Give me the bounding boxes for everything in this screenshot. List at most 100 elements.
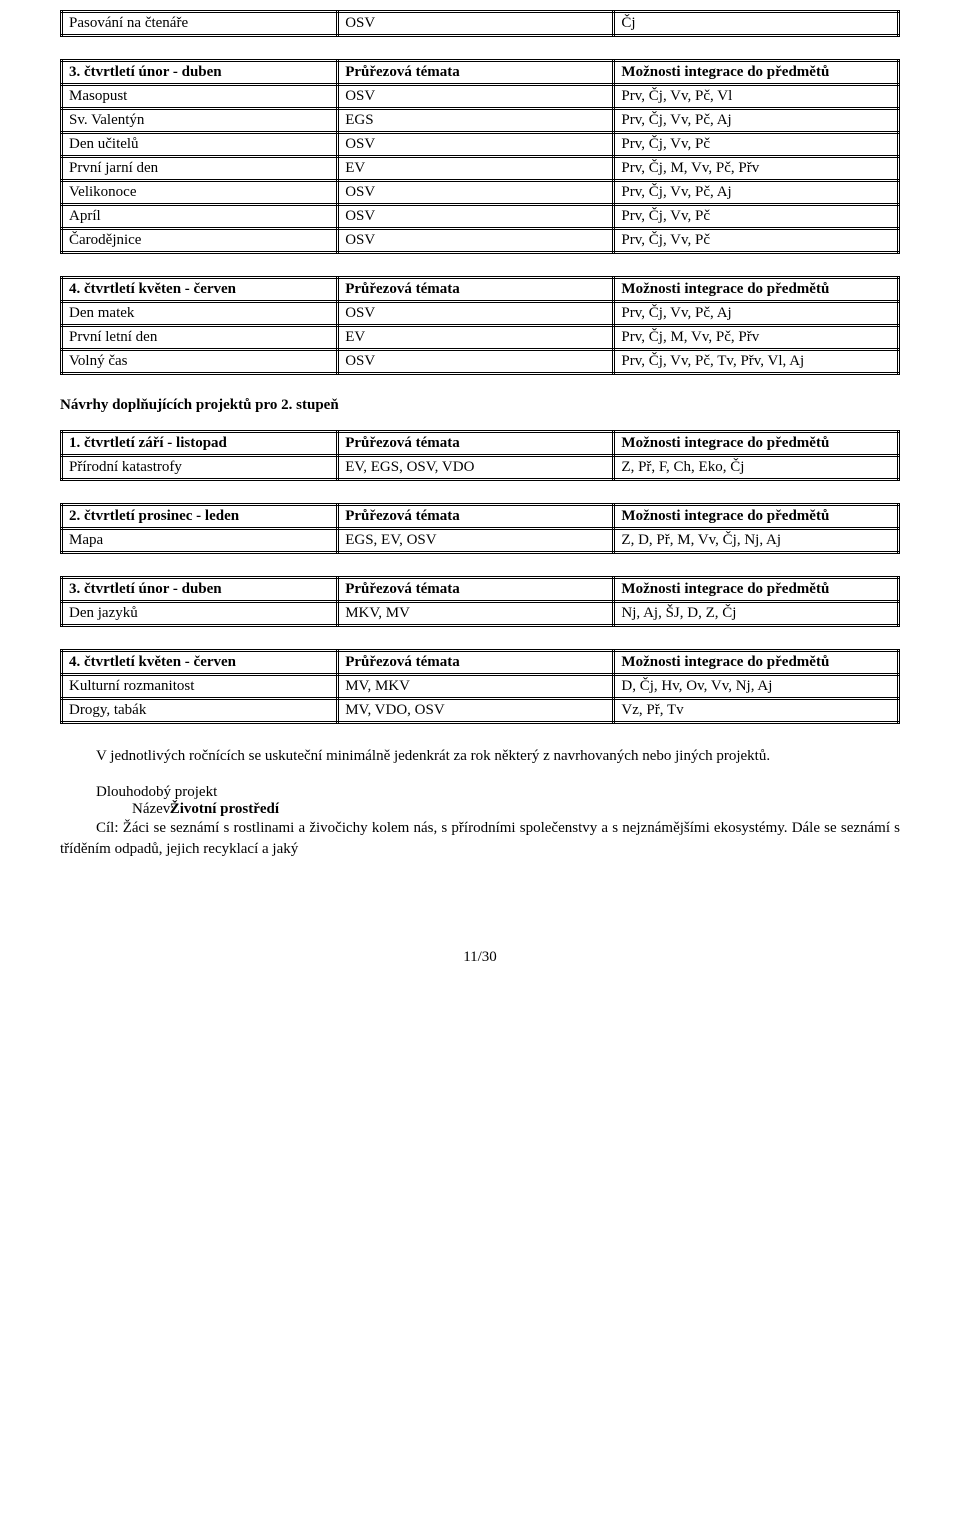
cell: Pasování na čtenáře: [62, 12, 338, 36]
project-line-name: Název: Životní prostředí: [60, 801, 900, 818]
cell: OSV: [338, 229, 614, 253]
cell: MV, VDO, OSV: [338, 699, 614, 723]
cell: Sv. Valentýn: [62, 109, 338, 133]
cell: MV, MKV: [338, 675, 614, 699]
cell: Den matek: [62, 302, 338, 326]
cell: Vz, Př, Tv: [614, 699, 899, 723]
paragraph-note: V jednotlivých ročnících se uskuteční mi…: [60, 746, 900, 766]
cell: Z, D, Př, M, Vv, Čj, Nj, Aj: [614, 529, 899, 553]
table-row: AprílOSVPrv, Čj, Vv, Pč: [62, 205, 899, 229]
cell: OSV: [338, 350, 614, 374]
header-integration: Možnosti integrace do předmětů: [614, 432, 899, 456]
table-row: Kulturní rozmanitostMV, MKVD, Čj, Hv, Ov…: [62, 675, 899, 699]
table-row: První letní denEVPrv, Čj, M, Vv, Pč, Přv: [62, 326, 899, 350]
header-quarter: 2. čtvrtletí prosinec - leden: [62, 505, 338, 529]
table-q1-stage2: 1. čtvrtletí září - listopad Průřezová t…: [60, 430, 900, 481]
table-q4-stage1: 4. čtvrtletí květen - červen Průřezová t…: [60, 276, 900, 375]
table-row: MasopustOSVPrv, Čj, Vv, Pč, Vl: [62, 85, 899, 109]
table-row: Sv. ValentýnEGSPrv, Čj, Vv, Pč, Aj: [62, 109, 899, 133]
header-integration: Možnosti integrace do předmětů: [614, 578, 899, 602]
table-row: Volný časOSVPrv, Čj, Vv, Pč, Tv, Přv, Vl…: [62, 350, 899, 374]
table-header-row: 1. čtvrtletí září - listopad Průřezová t…: [62, 432, 899, 456]
table-header-row: 4. čtvrtletí květen - červen Průřezová t…: [62, 278, 899, 302]
cell: Prv, Čj, Vv, Pč, Aj: [614, 109, 899, 133]
cell: První jarní den: [62, 157, 338, 181]
header-topic: Průřezová témata: [338, 278, 614, 302]
table-row: Den matekOSVPrv, Čj, Vv, Pč, Aj: [62, 302, 899, 326]
project-name-value: Životní prostředí: [170, 801, 279, 817]
project-goal-text: Žáci se seznámí s rostlinami a živočichy…: [60, 820, 900, 856]
table-orphan-row: Pasování na čtenáře OSV Čj: [60, 10, 900, 37]
header-integration: Možnosti integrace do předmětů: [614, 61, 899, 85]
header-quarter: 4. čtvrtletí květen - červen: [62, 651, 338, 675]
cell: D, Čj, Hv, Ov, Vv, Nj, Aj: [614, 675, 899, 699]
cell: Prv, Čj, Vv, Pč, Vl: [614, 85, 899, 109]
page-number: 11/30: [60, 949, 900, 966]
header-topic: Průřezová témata: [338, 578, 614, 602]
cell: Apríl: [62, 205, 338, 229]
cell: Přírodní katastrofy: [62, 456, 338, 480]
cell: EGS: [338, 109, 614, 133]
header-topic: Průřezová témata: [338, 505, 614, 529]
cell: EGS, EV, OSV: [338, 529, 614, 553]
header-integration: Možnosti integrace do předmětů: [614, 505, 899, 529]
table-q3-stage2: 3. čtvrtletí únor - duben Průřezová téma…: [60, 576, 900, 627]
table-row: Drogy, tabákMV, VDO, OSVVz, Př, Tv: [62, 699, 899, 723]
table-row: Den učitelůOSVPrv, Čj, Vv, Pč: [62, 133, 899, 157]
cell: Prv, Čj, Vv, Pč: [614, 205, 899, 229]
cell: OSV: [338, 133, 614, 157]
cell: Prv, Čj, Vv, Pč: [614, 133, 899, 157]
cell: Den jazyků: [62, 602, 338, 626]
project-goal-label: Cíl:: [96, 820, 119, 836]
table-row: MapaEGS, EV, OSVZ, D, Př, M, Vv, Čj, Nj,…: [62, 529, 899, 553]
table-row: ČarodějniceOSVPrv, Čj, Vv, Pč: [62, 229, 899, 253]
cell: Volný čas: [62, 350, 338, 374]
header-integration: Možnosti integrace do předmětů: [614, 651, 899, 675]
page: Pasování na čtenáře OSV Čj 3. čtvrtletí …: [0, 0, 960, 1006]
cell: OSV: [338, 302, 614, 326]
cell: Prv, Čj, Vv, Pč, Aj: [614, 302, 899, 326]
header-topic: Průřezová témata: [338, 432, 614, 456]
table-header-row: 4. čtvrtletí květen - červen Průřezová t…: [62, 651, 899, 675]
cell: Čj: [614, 12, 899, 36]
cell: Den učitelů: [62, 133, 338, 157]
cell: Mapa: [62, 529, 338, 553]
header-quarter: 1. čtvrtletí září - listopad: [62, 432, 338, 456]
cell: EV, EGS, OSV, VDO: [338, 456, 614, 480]
cell: Kulturní rozmanitost: [62, 675, 338, 699]
cell: EV: [338, 157, 614, 181]
cell: První letní den: [62, 326, 338, 350]
cell: Prv, Čj, Vv, Pč, Tv, Přv, Vl, Aj: [614, 350, 899, 374]
section-title-stage2: Návrhy doplňujících projektů pro 2. stup…: [60, 397, 900, 414]
header-topic: Průřezová témata: [338, 61, 614, 85]
cell: Drogy, tabák: [62, 699, 338, 723]
cell: Prv, Čj, Vv, Pč, Aj: [614, 181, 899, 205]
table-header-row: 3. čtvrtletí únor - duben Průřezová téma…: [62, 61, 899, 85]
cell: Masopust: [62, 85, 338, 109]
project-line-type: Dlouhodobý projekt: [60, 784, 900, 801]
header-integration: Možnosti integrace do předmětů: [614, 278, 899, 302]
table-row: První jarní denEVPrv, Čj, M, Vv, Pč, Přv: [62, 157, 899, 181]
header-topic: Průřezová témata: [338, 651, 614, 675]
cell: Velikonoce: [62, 181, 338, 205]
cell: OSV: [338, 205, 614, 229]
table-q4-stage2: 4. čtvrtletí květen - červen Průřezová t…: [60, 649, 900, 724]
table-row: Pasování na čtenáře OSV Čj: [62, 12, 899, 36]
table-row: VelikonoceOSVPrv, Čj, Vv, Pč, Aj: [62, 181, 899, 205]
cell: OSV: [338, 85, 614, 109]
cell: Čarodějnice: [62, 229, 338, 253]
cell: Prv, Čj, M, Vv, Pč, Přv: [614, 157, 899, 181]
table-row: Den jazykůMKV, MVNj, Aj, ŠJ, D, Z, Čj: [62, 602, 899, 626]
cell: Nj, Aj, ŠJ, D, Z, Čj: [614, 602, 899, 626]
table-header-row: 2. čtvrtletí prosinec - leden Průřezová …: [62, 505, 899, 529]
cell: OSV: [338, 181, 614, 205]
table-row: Přírodní katastrofyEV, EGS, OSV, VDOZ, P…: [62, 456, 899, 480]
project-block: Dlouhodobý projekt Název: Životní prostř…: [60, 784, 900, 859]
cell: EV: [338, 326, 614, 350]
header-quarter: 3. čtvrtletí únor - duben: [62, 61, 338, 85]
project-goal: Cíl: Žáci se seznámí s rostlinami a živo…: [60, 818, 900, 859]
cell: MKV, MV: [338, 602, 614, 626]
cell: Z, Př, F, Ch, Eko, Čj: [614, 456, 899, 480]
cell: OSV: [338, 12, 614, 36]
cell: Prv, Čj, Vv, Pč: [614, 229, 899, 253]
